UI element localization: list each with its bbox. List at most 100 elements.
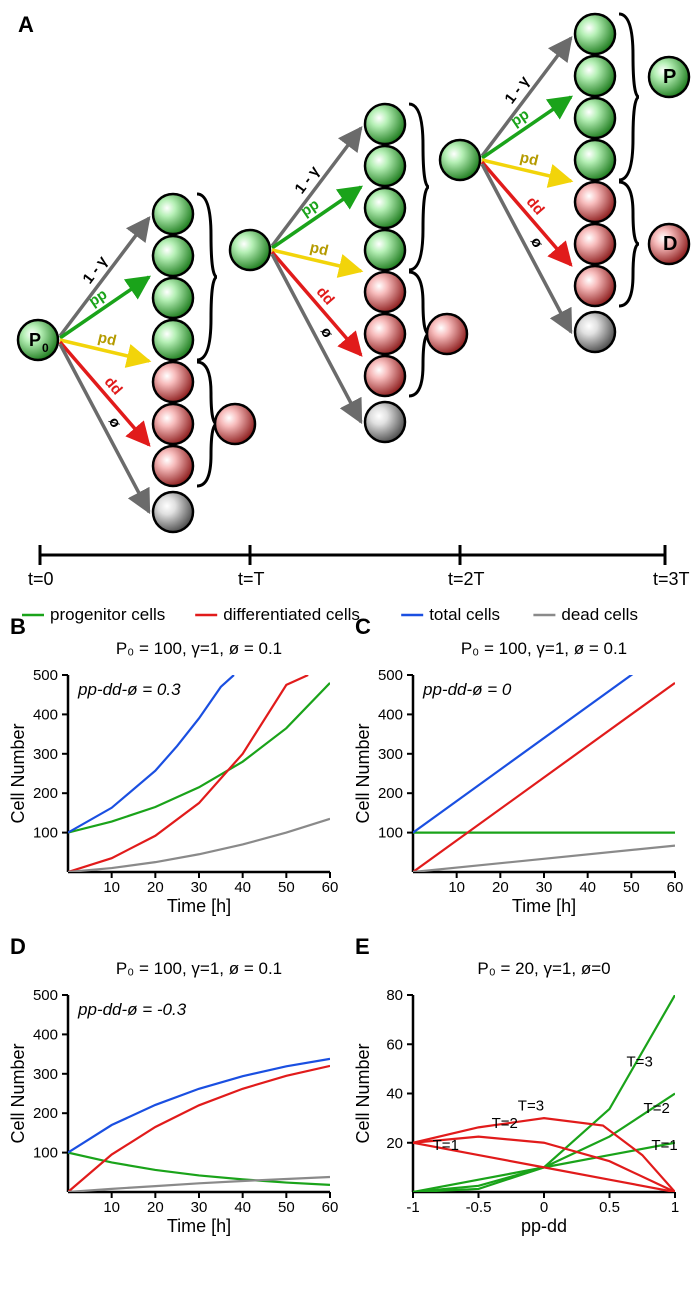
x-tick-label: 40: [579, 879, 596, 896]
legend-P: P: [663, 66, 676, 88]
y-tick-label: 300: [378, 746, 403, 763]
y-tick-label: 20: [386, 1135, 403, 1152]
annotation: T=2: [492, 1115, 518, 1132]
x-tick-label: 30: [191, 879, 208, 896]
x-tick-label: -1: [406, 1199, 419, 1216]
x-tick-label: -0.5: [466, 1199, 492, 1216]
outcome-d: [365, 356, 405, 396]
outcome-d: [575, 224, 615, 264]
arrow-label: 1 - γ: [291, 162, 323, 197]
outcome-p: [365, 188, 405, 228]
y-tick-label: 400: [33, 1026, 58, 1043]
outcome-p: [575, 56, 615, 96]
annotation: T=1: [651, 1137, 677, 1154]
y-tick-label: 80: [386, 987, 403, 1004]
y-label: Cell Number: [8, 1043, 28, 1143]
annotation: T=3: [627, 1053, 653, 1070]
outcome-d: [575, 182, 615, 222]
outcome-d: [153, 404, 193, 444]
outcome-dead: [153, 492, 193, 532]
x-label: Time [h]: [512, 896, 576, 916]
inset-text: pp-dd-ø = 0: [422, 680, 512, 699]
x-tick-label: 20: [147, 1199, 164, 1216]
y-tick-label: 200: [33, 785, 58, 802]
arrow-label: pd: [96, 329, 118, 350]
brace: [619, 182, 639, 306]
arrow-label: pd: [308, 239, 330, 260]
arrow-label: 1 - γ: [79, 252, 111, 287]
arrow-label: ø: [105, 415, 125, 432]
inset-text: pp-dd-ø = -0.3: [77, 1000, 187, 1019]
panel-a-label: A: [18, 12, 34, 37]
outcome-p: [575, 140, 615, 180]
y-tick-label: 100: [378, 825, 403, 842]
series-dead: [68, 1177, 330, 1192]
panel-label: B: [10, 614, 26, 639]
y-tick-label: 300: [33, 1066, 58, 1083]
chart-title: P₀ = 100, γ=1, ø = 0.1: [116, 959, 282, 978]
x-tick-label: 10: [448, 879, 465, 896]
x-tick-label: 40: [234, 879, 251, 896]
outcome-d: [153, 446, 193, 486]
d-pool-marker: [215, 404, 255, 444]
p0-sub: 0: [42, 341, 49, 355]
x-tick-label: 60: [322, 1199, 339, 1216]
outcome-dead: [365, 402, 405, 442]
annotation: T=1: [433, 1137, 459, 1154]
y-tick-label: 100: [33, 825, 58, 842]
outcome-p: [153, 236, 193, 276]
timeline-label: t=0: [28, 569, 54, 589]
arrow: [272, 187, 361, 248]
brace: [619, 14, 639, 180]
panel-d: DP₀ = 100, γ=1, ø = 0.110203040506010020…: [8, 934, 338, 1236]
y-tick-label: 400: [378, 706, 403, 723]
outcome-d: [365, 272, 405, 312]
legend-label: progenitor cells: [50, 605, 165, 624]
legend-label: total cells: [429, 605, 500, 624]
x-tick-label: 20: [147, 879, 164, 896]
y-tick-label: 200: [378, 785, 403, 802]
panel-label: D: [10, 934, 26, 959]
chart-legend: progenitor cellsdifferentiated cellstota…: [22, 605, 638, 624]
timeline-label: t=2T: [448, 569, 485, 589]
y-tick-label: 400: [33, 706, 58, 723]
figure-svg: AP01 - γpppdddø1 - γpppdddø1 - γpppdddøP…: [0, 0, 697, 1293]
y-label: Cell Number: [8, 723, 28, 823]
x-tick-label: 40: [234, 1199, 251, 1216]
arrow: [482, 38, 571, 156]
outcome-dead: [575, 312, 615, 352]
outcome-d: [365, 314, 405, 354]
chart-title: P₀ = 20, γ=1, ø=0: [477, 959, 610, 978]
series-green_T3: [413, 995, 675, 1192]
series-differentiated: [413, 683, 675, 872]
timeline-label: t=T: [238, 569, 265, 589]
outcome-p: [153, 194, 193, 234]
panel-label: C: [355, 614, 371, 639]
panel-label: E: [355, 934, 370, 959]
gen2-source-progenitor: [440, 140, 480, 180]
x-tick-label: 10: [103, 879, 120, 896]
y-tick-label: 500: [33, 667, 58, 684]
brace: [409, 104, 429, 270]
outcome-p: [575, 98, 615, 138]
arrow-label: ø: [317, 325, 337, 342]
x-tick-label: 0.5: [599, 1199, 620, 1216]
arrow: [272, 128, 361, 246]
outcome-p: [575, 14, 615, 54]
panel-a: AP01 - γpppdddø1 - γpppdddø1 - γpppdddøP…: [18, 12, 690, 589]
outcome-p: [153, 278, 193, 318]
outcome-p: [365, 230, 405, 270]
x-tick-label: 0: [540, 1199, 548, 1216]
series-dead: [413, 846, 675, 872]
series-dead: [68, 819, 330, 872]
x-label: Time [h]: [167, 896, 231, 916]
x-tick-label: 10: [103, 1199, 120, 1216]
d-pool-marker: [427, 314, 467, 354]
series-differentiated: [68, 675, 308, 872]
outcome-p: [153, 320, 193, 360]
y-label: Cell Number: [353, 1043, 373, 1143]
timeline-label: t=3T: [653, 569, 690, 589]
figure: AP01 - γpppdddø1 - γpppdddø1 - γpppdddøP…: [0, 0, 697, 1293]
outcome-d: [575, 266, 615, 306]
p0-label: P: [29, 330, 41, 350]
